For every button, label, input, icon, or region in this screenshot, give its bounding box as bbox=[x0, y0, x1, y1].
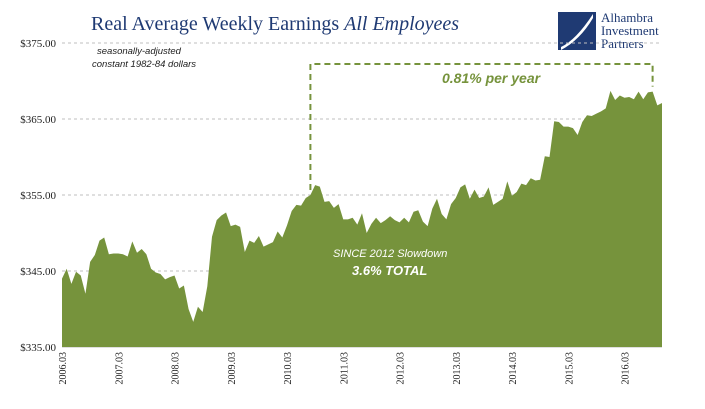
logo-line-1: Alhambra bbox=[601, 10, 653, 25]
y-tick-label: $345.00 bbox=[20, 266, 56, 278]
x-axis-ticks: 2006.03 2007.03 2008.03 2009.03 2010.03 2011.… bbox=[58, 352, 632, 385]
x-tick-label: 2014.03 bbox=[508, 352, 519, 385]
earnings-area bbox=[62, 90, 662, 347]
y-tick-label: $335.00 bbox=[20, 342, 56, 354]
x-tick-label: 2006.03 bbox=[58, 352, 69, 385]
note-line-2: constant 1982-84 dollars bbox=[92, 59, 196, 70]
x-tick-label: 2012.03 bbox=[396, 352, 407, 385]
y-axis-ticks: $335.00 $345.00 $355.00 $365.00 $375.00 bbox=[20, 38, 56, 354]
note-line-1: seasonally-adjusted bbox=[97, 46, 182, 57]
x-tick-label: 2011.03 bbox=[339, 352, 350, 384]
x-tick-label: 2016.03 bbox=[621, 352, 632, 385]
x-tick-label: 2015.03 bbox=[564, 352, 575, 385]
y-tick-label: $355.00 bbox=[20, 190, 56, 202]
total-annotation: 3.6% TOTAL bbox=[352, 263, 427, 278]
x-tick-label: 2008.03 bbox=[171, 352, 182, 385]
logo-swoosh bbox=[561, 14, 593, 50]
x-tick-label: 2009.03 bbox=[227, 352, 238, 385]
since-annotation: SINCE 2012 Slowdown bbox=[333, 248, 447, 260]
trend-bracket bbox=[309, 63, 654, 190]
rate-annotation: 0.81% per year bbox=[442, 70, 542, 86]
logo-line-2: Investment bbox=[601, 23, 659, 38]
x-tick-label: 2013.03 bbox=[452, 352, 463, 385]
x-tick-label: 2010.03 bbox=[283, 352, 294, 385]
chart-title-italic: All Employees bbox=[342, 13, 459, 35]
x-tick-label: 2007.03 bbox=[114, 352, 125, 385]
chart-title: Real Average Weekly Earnings All Employe… bbox=[91, 13, 459, 35]
y-tick-label: $375.00 bbox=[20, 38, 56, 50]
y-tick-label: $365.00 bbox=[20, 114, 56, 126]
chart-title-main: Real Average Weekly Earnings bbox=[91, 13, 339, 35]
company-logo: Alhambra Investment Partners bbox=[558, 10, 659, 51]
logo-mark bbox=[558, 12, 596, 50]
